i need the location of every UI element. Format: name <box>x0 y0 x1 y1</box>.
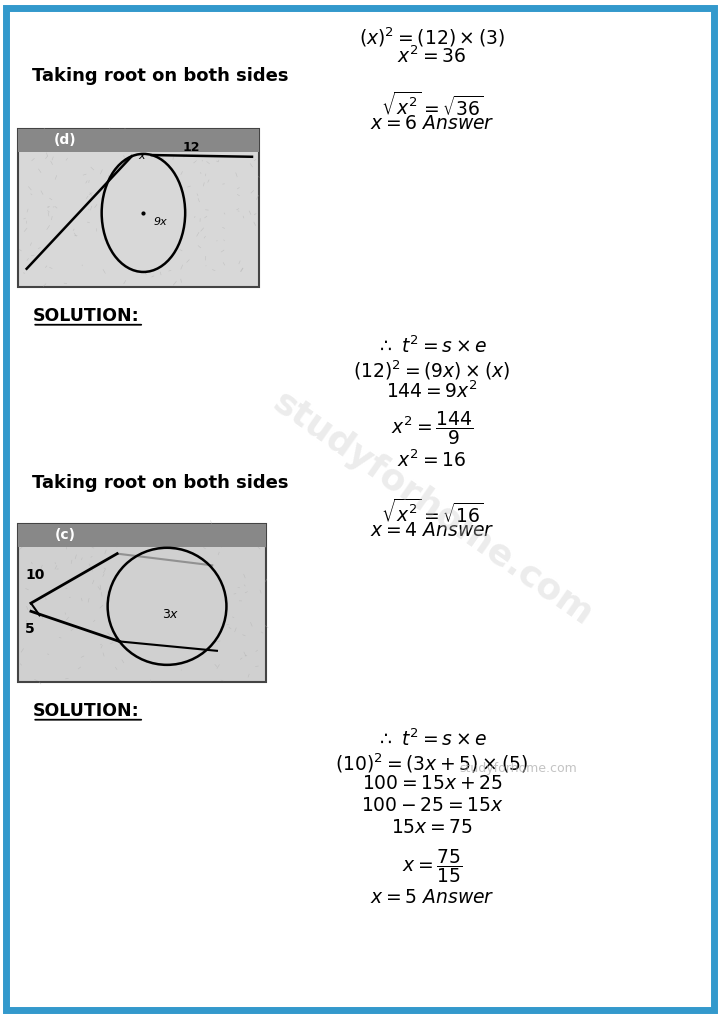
Text: Taking root on both sides: Taking root on both sides <box>32 67 289 86</box>
Text: $\therefore\ t^2 = s \times e$: $\therefore\ t^2 = s \times e$ <box>377 729 487 750</box>
Text: $x^2 = 36$: $x^2 = 36$ <box>397 46 467 67</box>
Text: $x = 4\ \mathit{Answer}$: $x = 4\ \mathit{Answer}$ <box>369 521 495 541</box>
Text: (c): (c) <box>54 528 76 543</box>
Text: SOLUTION:: SOLUTION: <box>32 307 139 326</box>
Text: $\therefore\ t^2 = s \times e$: $\therefore\ t^2 = s \times e$ <box>377 336 487 357</box>
Bar <box>18 524 266 547</box>
Text: (d): (d) <box>53 133 76 148</box>
Text: $(10)^2 = (3x+5) \times (5)$: $(10)^2 = (3x+5) \times (5)$ <box>336 751 528 775</box>
Text: $15x = 75$: $15x = 75$ <box>391 818 473 838</box>
Text: $x = 6\ \mathit{Answer}$: $x = 6\ \mathit{Answer}$ <box>369 114 495 133</box>
Circle shape <box>102 154 185 272</box>
Text: $144 = 9x^2$: $144 = 9x^2$ <box>386 381 478 402</box>
Text: 12: 12 <box>183 140 200 154</box>
Text: $x^2 = \dfrac{144}{9}$: $x^2 = \dfrac{144}{9}$ <box>391 409 473 447</box>
Text: $\sqrt{x^2} = \sqrt{16}$: $\sqrt{x^2} = \sqrt{16}$ <box>381 499 483 527</box>
Text: Taking root on both sides: Taking root on both sides <box>32 474 289 493</box>
Text: $(x)^2 = (12) \times (3)$: $(x)^2 = (12) \times (3)$ <box>359 25 505 49</box>
Text: $(12)^2 = (9x) \times (x)$: $(12)^2 = (9x) \times (x)$ <box>354 358 510 382</box>
Text: x: x <box>138 151 145 161</box>
Bar <box>18 129 259 152</box>
Text: $100 - 25 = 15x$: $100 - 25 = 15x$ <box>361 796 503 815</box>
Text: $100 = 15x + 25$: $100 = 15x + 25$ <box>361 774 503 793</box>
Bar <box>18 524 266 682</box>
Ellipse shape <box>108 548 226 665</box>
Text: 5: 5 <box>25 622 35 635</box>
Text: $x^2 = 16$: $x^2 = 16$ <box>397 450 467 471</box>
Text: $\sqrt{x^2} = \sqrt{36}$: $\sqrt{x^2} = \sqrt{36}$ <box>381 92 483 120</box>
Text: $3x$: $3x$ <box>162 608 179 621</box>
Text: $x = \dfrac{75}{15}$: $x = \dfrac{75}{15}$ <box>402 847 462 885</box>
Text: SOLUTION:: SOLUTION: <box>32 702 139 721</box>
Text: studyforhome.com: studyforhome.com <box>266 386 598 632</box>
Text: $x = 5\ \mathit{Answer}$: $x = 5\ \mathit{Answer}$ <box>369 888 495 907</box>
Text: 10: 10 <box>25 568 45 581</box>
Text: 9x: 9x <box>154 217 168 227</box>
Bar <box>18 129 259 287</box>
Text: studyfоrhome.com: studyfоrhome.com <box>459 762 577 775</box>
